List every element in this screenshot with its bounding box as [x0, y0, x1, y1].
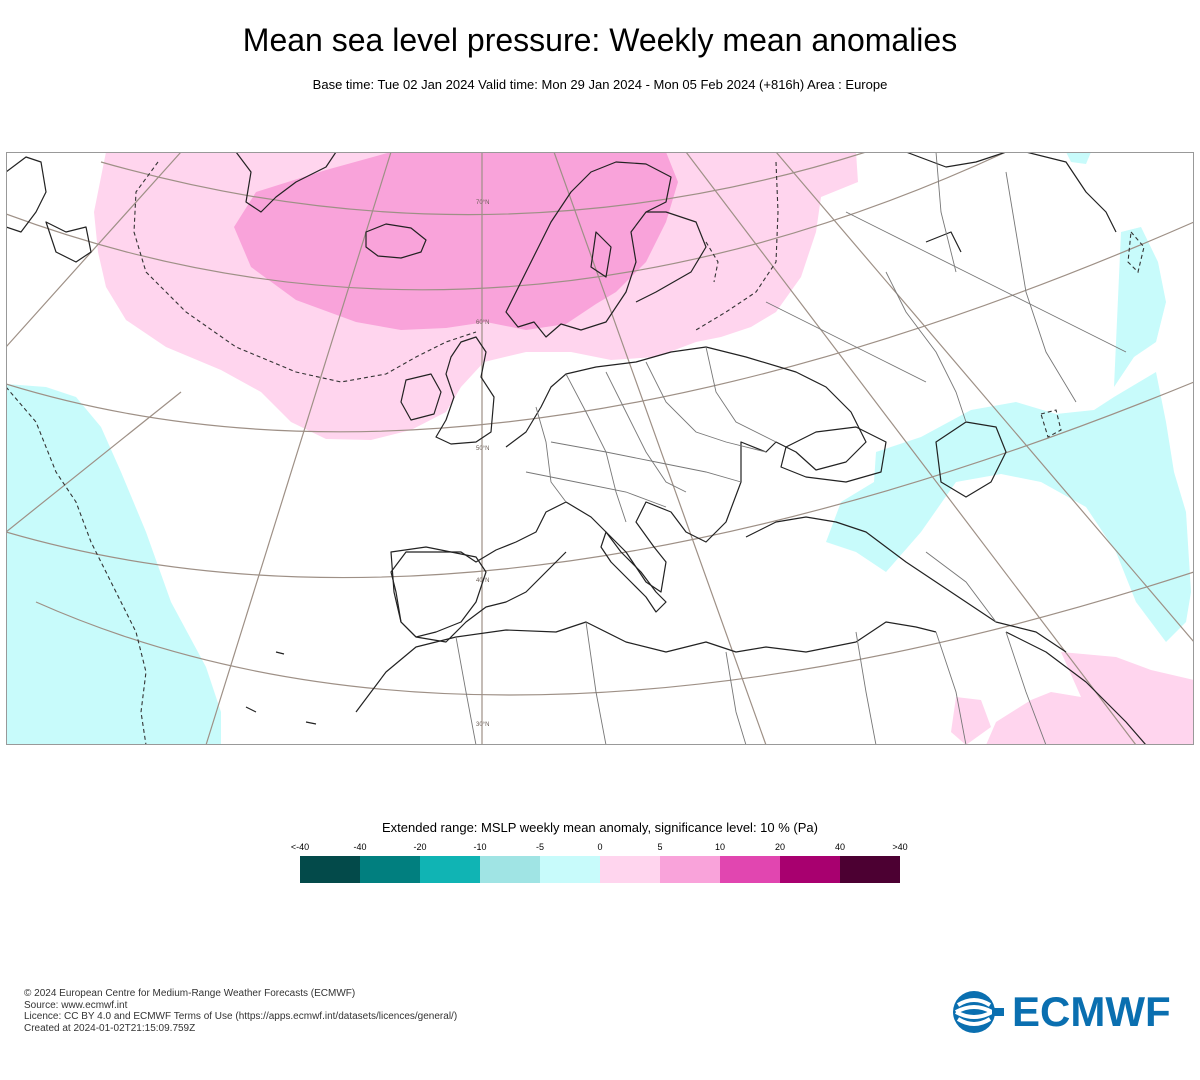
chart-title: Mean sea level pressure: Weekly mean ano… — [242, 22, 958, 58]
caspian-sea-outline — [935, 421, 1007, 498]
legend-color-swatch-3 — [480, 856, 540, 883]
europe-map: 70°N 60°N 50°N 40°N 30°N — [6, 152, 1194, 745]
latitude-label-70: 70°N — [476, 200, 489, 206]
footer-copyright: © 2024 European Centre for Medium-Range … — [24, 988, 356, 999]
iberia-outline — [390, 546, 487, 638]
legend-label: <-40 — [290, 842, 310, 852]
chart-subtitle: Base time: Tue 02 Jan 2024 Valid time: M… — [312, 77, 888, 92]
legend-color-swatch-2 — [420, 856, 480, 883]
footer-credits: © 2024 European Centre for Medium-Range … — [24, 988, 457, 1034]
north-africa-coast — [355, 621, 937, 713]
footer-source: Source: www.ecmwf.int — [24, 999, 128, 1011]
ecmwf-logo-text: ECMWF — [1012, 988, 1171, 1035]
europe-mainland-coast — [390, 346, 867, 643]
ecmwf-logo: ECMWF — [952, 990, 1178, 1034]
legend-color-swatch-6 — [660, 856, 720, 883]
legend-label: -40 — [353, 842, 367, 852]
iceland-outline — [365, 223, 427, 259]
legend-label: >40 — [892, 842, 908, 852]
legend-color-swatch-1 — [360, 856, 420, 883]
legend-label: 40 — [834, 842, 846, 852]
country-borders — [455, 152, 1127, 745]
legend-color-swatch-8 — [780, 856, 840, 883]
positive-anomaly-sahara-region — [951, 697, 991, 745]
latitude-label-60: 60°N — [476, 320, 489, 326]
legend-label: 10 — [714, 842, 726, 852]
negative-anomaly-north-east-region — [1066, 152, 1091, 164]
legend-label: -5 — [535, 842, 545, 852]
legend-title: Extended range: MSLP weekly mean anomaly… — [382, 820, 818, 835]
legend-tick-labels: <-40 -40 -20 -10 -5 0 5 10 20 40 >40 — [291, 841, 908, 853]
british-isles-outline — [435, 336, 495, 445]
ecmwf-logo-icon — [953, 991, 1004, 1033]
legend-color-swatch-4 — [540, 856, 600, 883]
latitude-label-50: 50°N — [476, 446, 489, 452]
legend-color-bar — [300, 856, 900, 883]
positive-anomaly-medium-region — [234, 152, 678, 330]
map-panel: 70°N 60°N 50°N 40°N 30°N — [6, 152, 1194, 745]
footer-licence: Licence: CC BY 4.0 and ECMWF Terms of Us… — [24, 1011, 458, 1022]
legend-color-swatch-5 — [600, 856, 660, 883]
graticule — [6, 152, 1194, 745]
zero-anomaly-contours — [6, 161, 1145, 745]
legend-label: -20 — [413, 842, 427, 852]
legend-label: 0 — [597, 842, 603, 852]
legend-label: -10 — [473, 842, 487, 852]
legend-color-swatch-7 — [720, 856, 780, 883]
footer-created: Created at 2024-01-02T21:15:09.759Z — [24, 1022, 196, 1034]
legend-label: 20 — [774, 842, 786, 852]
black-sea-outline — [780, 426, 887, 483]
legend-color-swatch-0 — [300, 856, 360, 883]
negative-anomaly-caucasus-region — [1114, 227, 1166, 387]
negative-anomaly-east-region — [826, 372, 1191, 642]
legend-color-swatch-9 — [840, 856, 900, 883]
italy-outline — [600, 531, 667, 613]
positive-anomaly-south-east-region — [986, 652, 1194, 745]
negative-anomaly-left-region — [6, 384, 221, 745]
coastlines — [6, 152, 1147, 745]
latitude-label-30: 30°N — [476, 722, 489, 728]
legend-label: 5 — [657, 842, 663, 852]
ireland-outline — [400, 373, 442, 421]
